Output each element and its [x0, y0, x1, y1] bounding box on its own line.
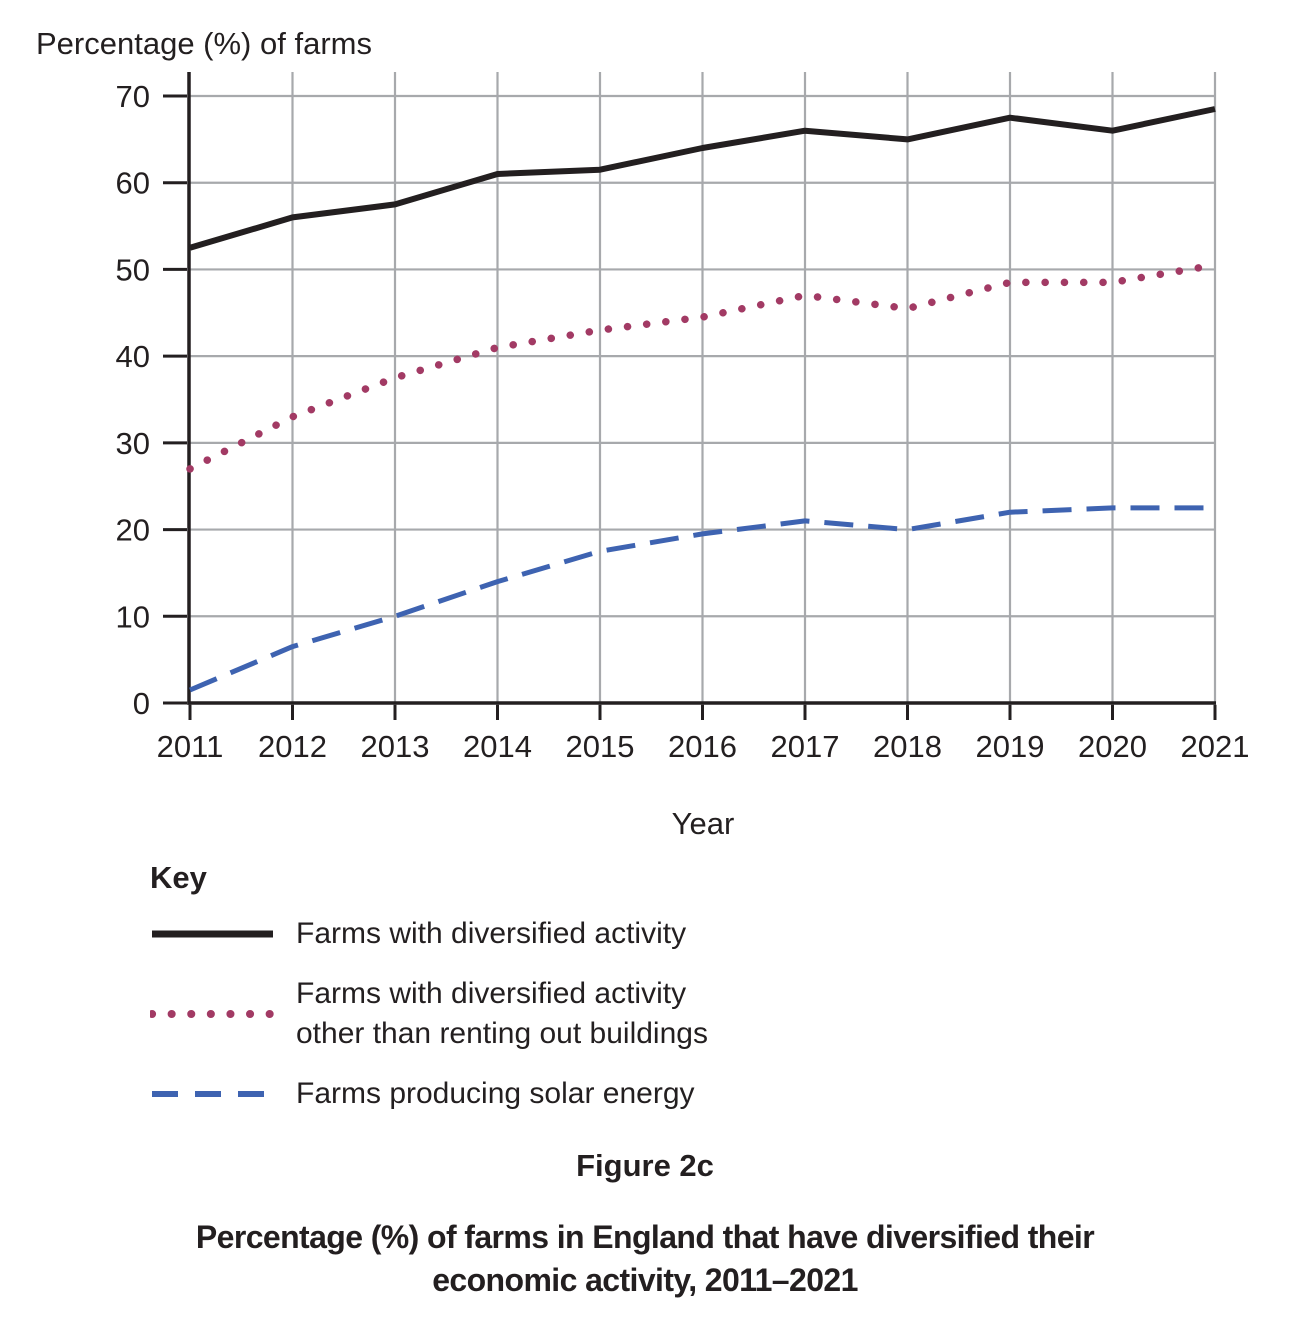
legend-item-farms-with-diversified-activity-other-than-renting-out-buildings: Farms with diversified activity other tha…	[150, 974, 708, 1054]
key-rows: Farms with diversified activity Farms wit…	[150, 914, 708, 1114]
figure-label: Figure 2c	[576, 1148, 714, 1183]
x-tick-label: 2012	[258, 729, 327, 764]
legend-item-farms-producing-solar-energy: Farms producing solar energy	[150, 1074, 708, 1114]
x-tick-label: 2013	[361, 729, 430, 764]
y-tick-label: 70	[116, 79, 150, 114]
caption-block: Figure 2c Percentage (%) of farms in Eng…	[0, 1148, 1290, 1302]
y-tick-label: 0	[133, 686, 150, 721]
figure-caption-line-1: Percentage (%) of farms in England that …	[195, 1219, 1095, 1255]
plot-area: 0 10 20 30 40 50 60 70 2011 2012 2013 2014 2015 2016 2…	[116, 72, 1250, 764]
y-tick-label: 10	[116, 599, 150, 634]
legend-label-line: Farms with diversified activity	[296, 977, 687, 1010]
legend-swatch-solid-line	[152, 930, 273, 938]
figure-caption: Percentage (%) of farms in England that …	[0, 1216, 1290, 1302]
x-axis-title: Year	[672, 806, 735, 841]
x-tick-label: 2016	[668, 729, 737, 764]
line-chart: Percentage (%) of farms 0 10 20 30 40 50 60 70 2…	[36, 26, 1250, 841]
legend-label-line: other than renting out buildings	[296, 1017, 708, 1050]
y-axis-title: Percentage (%) of farms	[36, 26, 372, 61]
legend-item-farms-with-diversified-activity: Farms with diversified activity	[150, 914, 708, 954]
x-tick-label: 2019	[976, 729, 1045, 764]
x-tick-label: 2017	[771, 729, 840, 764]
y-tick-label: 20	[116, 513, 150, 548]
y-tick-label: 30	[116, 426, 150, 461]
series-line-farms-producing-solar-energy	[189, 505, 1215, 693]
series-line-farms-with-diversified-activity	[189, 106, 1216, 251]
legend-label: Farms producing solar energy	[296, 1074, 695, 1114]
x-tick-label: 2015	[566, 729, 635, 764]
y-tick-label: 50	[116, 252, 150, 287]
legend-label-line: Farms producing solar energy	[296, 1077, 695, 1110]
x-tick-label: 2014	[463, 729, 532, 764]
x-tick-label: 2018	[873, 729, 942, 764]
legend-label: Farms with diversified activity	[296, 914, 686, 954]
x-tick-label: 2011	[157, 729, 224, 764]
y-tick-label: 60	[116, 166, 150, 201]
figure-caption-line-2: economic activity, 2011–2021	[432, 1262, 858, 1298]
legend-label-line: Farms with diversified activity	[296, 917, 687, 950]
key-title: Key	[150, 860, 207, 895]
legend-label: Farms with diversified activity other tha…	[296, 974, 708, 1054]
legend-swatch-dotted-line	[150, 1010, 275, 1018]
chart-key: Key Farms with diversified activity Farms…	[150, 860, 708, 1134]
series-line-farms-with-diversified-activity-other-than-renting-out-buildings	[186, 261, 1219, 473]
y-tick-label: 40	[116, 339, 150, 374]
x-tick-label: 2020	[1078, 729, 1147, 764]
x-tick-label: 2021	[1181, 729, 1250, 764]
legend-swatch-dashed-line	[152, 1091, 273, 1097]
